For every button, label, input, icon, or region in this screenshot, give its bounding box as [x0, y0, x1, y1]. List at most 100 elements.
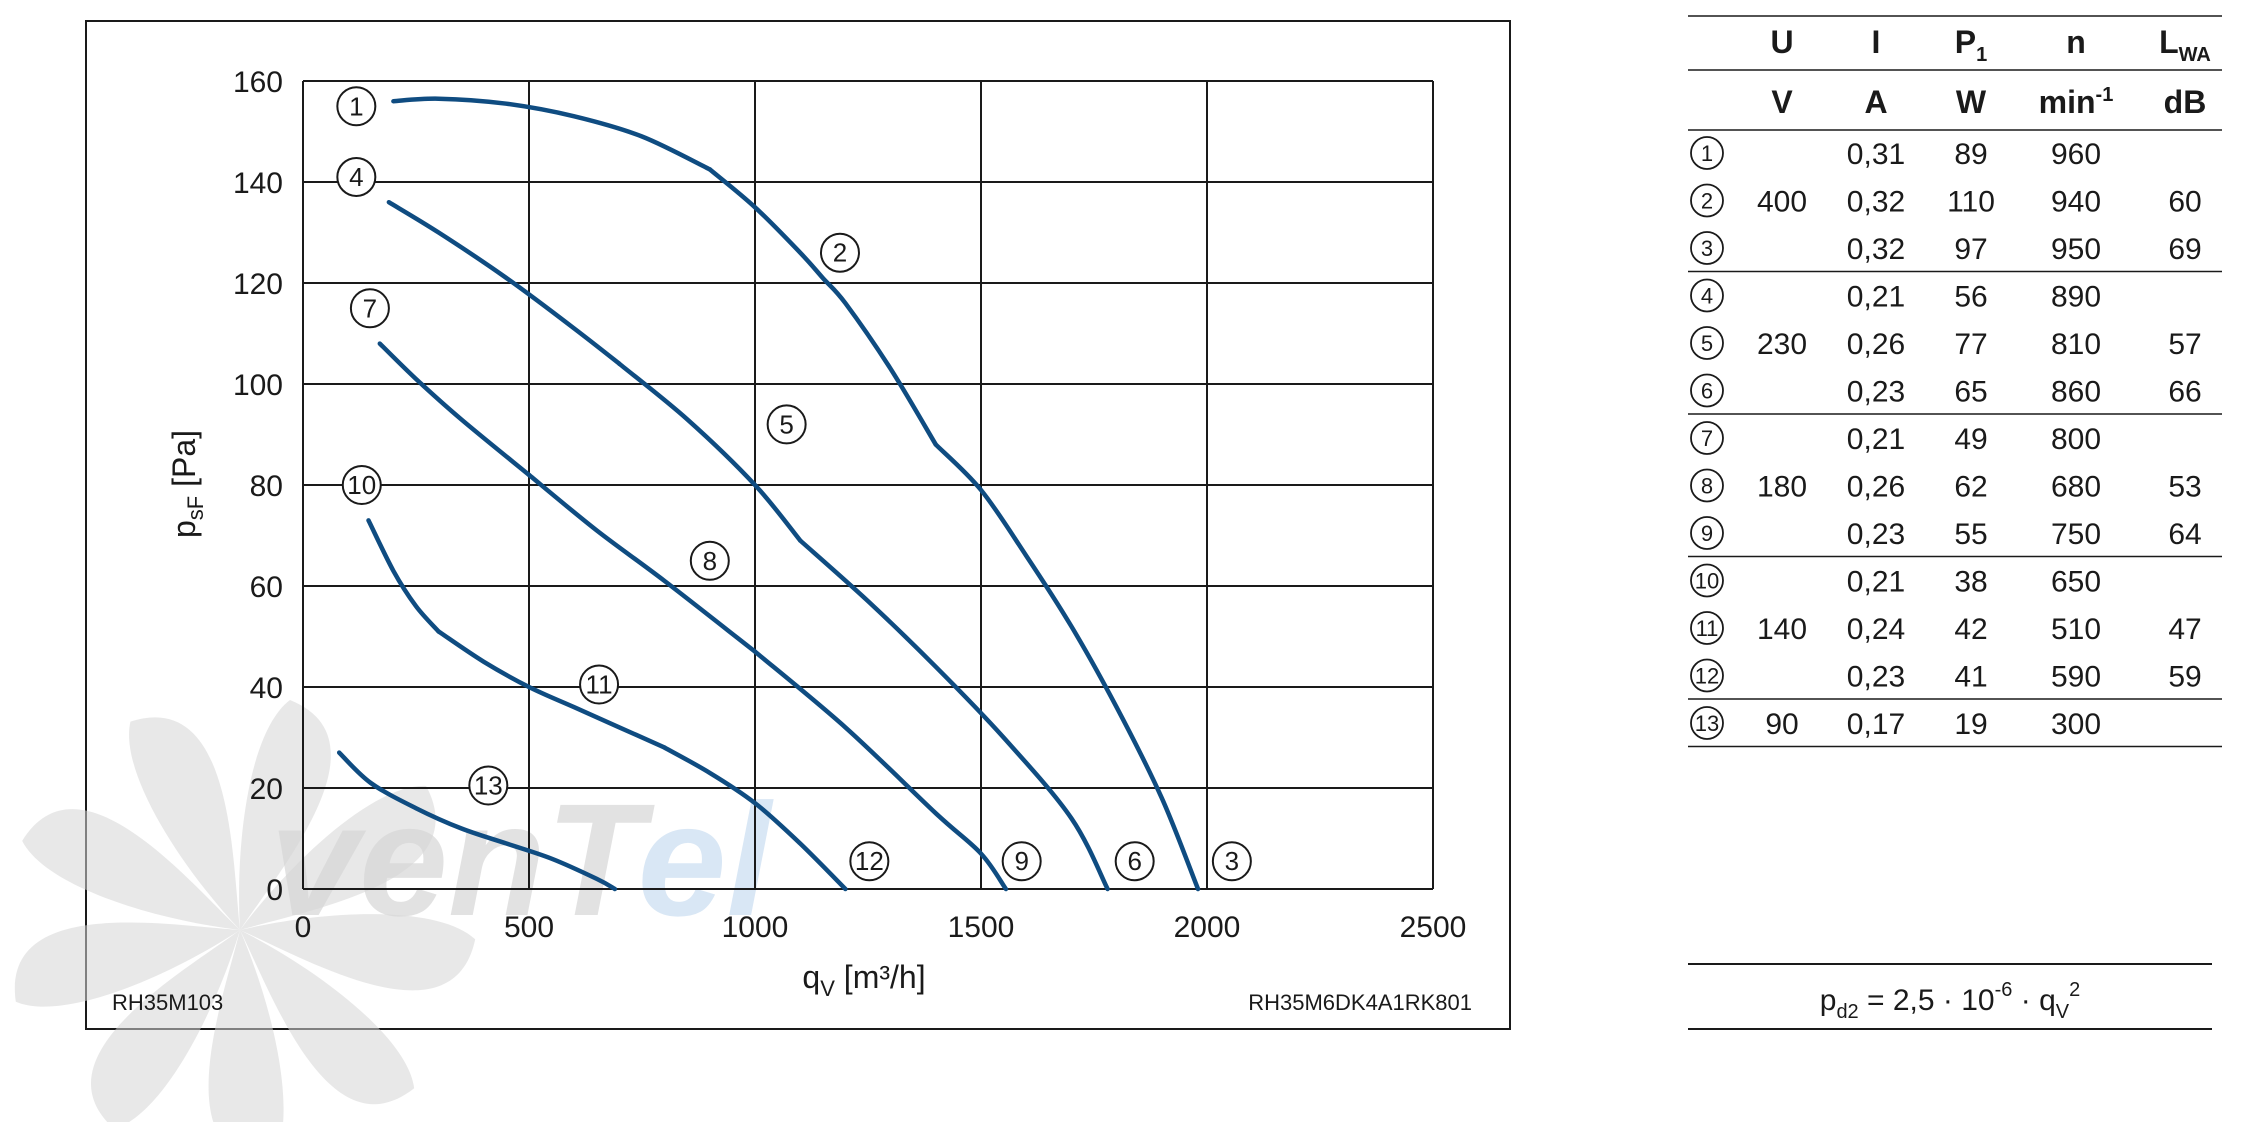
- table-row-marker-label: 1: [1701, 141, 1713, 166]
- table-cell: 0,21: [1847, 423, 1905, 456]
- table-row-marker-label: 2: [1701, 189, 1713, 214]
- curve-10: [366, 518, 441, 634]
- y-tick-label: 80: [250, 470, 283, 503]
- y-axis-label: psF [Pa]: [166, 430, 208, 538]
- curve-9: [752, 649, 1009, 892]
- y-tick-label: 40: [250, 672, 283, 705]
- x-tick-label: 500: [504, 911, 554, 944]
- chart-code-left: RH35M103: [112, 990, 223, 1015]
- x-tick-label: 2000: [1174, 911, 1241, 944]
- table-cell: 140: [1757, 613, 1807, 646]
- curve-marker-label: 4: [349, 162, 363, 192]
- curve-marker-label: 11: [586, 669, 613, 699]
- table-cell: 940: [2051, 186, 2101, 219]
- table-cell: 55: [1954, 518, 1987, 551]
- y-tick-label: 20: [250, 773, 283, 806]
- curve-marker-6: [1114, 841, 1155, 882]
- table-cell: 230: [1757, 328, 1807, 361]
- table-cell: 890: [2051, 281, 2101, 314]
- table-cell: 0,17: [1847, 708, 1905, 741]
- x-tick-label: 1000: [722, 911, 789, 944]
- table-row-marker: [1690, 136, 1724, 170]
- watermark-fan-blade: [239, 930, 415, 1105]
- table-cell: 77: [1954, 328, 1987, 361]
- table-cell: 650: [2051, 566, 2101, 599]
- watermark-fan-icon: [14, 700, 476, 1122]
- curve-marker-2: [819, 232, 860, 273]
- table-unit-4: min-1: [2039, 84, 2114, 120]
- table-row-marker: [1690, 278, 1724, 313]
- curve-1: [391, 96, 713, 172]
- y-tick-labels: 0 20 40 60 80 100 120 140 160: [233, 66, 283, 907]
- table-cell: 64: [2168, 518, 2201, 551]
- table-cell: 0,23: [1847, 376, 1905, 409]
- watermark-fan-blade: [239, 700, 331, 930]
- curve-marker-label: 7: [363, 293, 377, 323]
- table-row-marker-label: 13: [1695, 711, 1719, 736]
- table-cell: 0,32: [1847, 186, 1905, 219]
- curve-marker-13: [468, 765, 509, 806]
- x-tick-label: 2500: [1400, 911, 1467, 944]
- curve-7: [377, 341, 532, 478]
- y-tick-label: 100: [233, 369, 283, 402]
- table-cell: 180: [1757, 471, 1807, 504]
- table-cell: 57: [2168, 328, 2201, 361]
- table-header-1: U: [1770, 24, 1793, 60]
- chart-frame: [85, 20, 1511, 1030]
- table-cell: 0,21: [1847, 566, 1905, 599]
- table-row-marker-label: 10: [1695, 569, 1719, 594]
- watermark-fan-blade: [22, 809, 240, 930]
- curve-marker-label: 6: [1127, 846, 1141, 876]
- x-tick-label: 1500: [948, 911, 1015, 944]
- curve-marker-label: 1: [349, 91, 363, 121]
- table-cell: 49: [1954, 423, 1987, 456]
- table-cell: 960: [2051, 138, 2101, 171]
- table-row-marker-label: 9: [1701, 521, 1713, 546]
- watermark-fan-blade: [91, 930, 240, 1122]
- curve-marker-5: [766, 404, 807, 445]
- table-unit-2: A: [1864, 84, 1887, 120]
- table-row-marker-label: 6: [1701, 379, 1713, 404]
- curve-marker-4: [336, 156, 377, 197]
- table-row-marker: [1690, 658, 1724, 693]
- chart-grid: [302, 80, 1434, 890]
- y-tick-label: 120: [233, 268, 283, 301]
- table-row-marker: [1690, 373, 1724, 408]
- table-row-marker: [1690, 231, 1724, 265]
- curve-marker-label: 9: [1014, 846, 1028, 876]
- y-tick-label: 140: [233, 167, 283, 200]
- table-unit-1: V: [1771, 84, 1793, 120]
- curve-4: [386, 199, 622, 367]
- table-row-marker: [1690, 326, 1724, 360]
- table-cell: 47: [2168, 613, 2201, 646]
- curve-marker-11: [579, 664, 620, 705]
- y-tick-label: 160: [233, 66, 283, 99]
- table-row-marker: [1690, 611, 1724, 645]
- table-row-marker: [1690, 468, 1724, 503]
- table-header-2: I: [1872, 24, 1881, 60]
- table-header-3: P1: [1955, 24, 1987, 66]
- table-cell: 0,26: [1847, 328, 1905, 361]
- curve-8: [526, 472, 758, 654]
- chart-code-right: RH35M6DK4A1RK801: [1248, 990, 1472, 1015]
- table-row-marker: [1690, 516, 1724, 550]
- table-cell: 42: [1954, 613, 1987, 646]
- x-axis-label: qV [m³/h]: [802, 959, 925, 1001]
- table-row-marker-label: 5: [1701, 331, 1713, 356]
- table-cell: 69: [2168, 233, 2201, 266]
- curve-marker-label: 2: [833, 238, 847, 268]
- curve-marker-1: [336, 86, 377, 127]
- table-row-marker: [1690, 183, 1724, 218]
- table-cell: 110: [1947, 186, 1995, 219]
- table-cell: 0,23: [1847, 518, 1905, 551]
- table-header-5: LWA: [2159, 24, 2211, 66]
- table-cell: 810: [2051, 328, 2101, 361]
- table-cell: 0,32: [1847, 233, 1905, 266]
- y-tick-label: 0: [266, 874, 283, 907]
- curve-2: [707, 167, 939, 447]
- curve-marker-7: [349, 288, 390, 329]
- table-row-marker-label: 12: [1695, 664, 1719, 689]
- table-cell: 60: [2168, 186, 2201, 219]
